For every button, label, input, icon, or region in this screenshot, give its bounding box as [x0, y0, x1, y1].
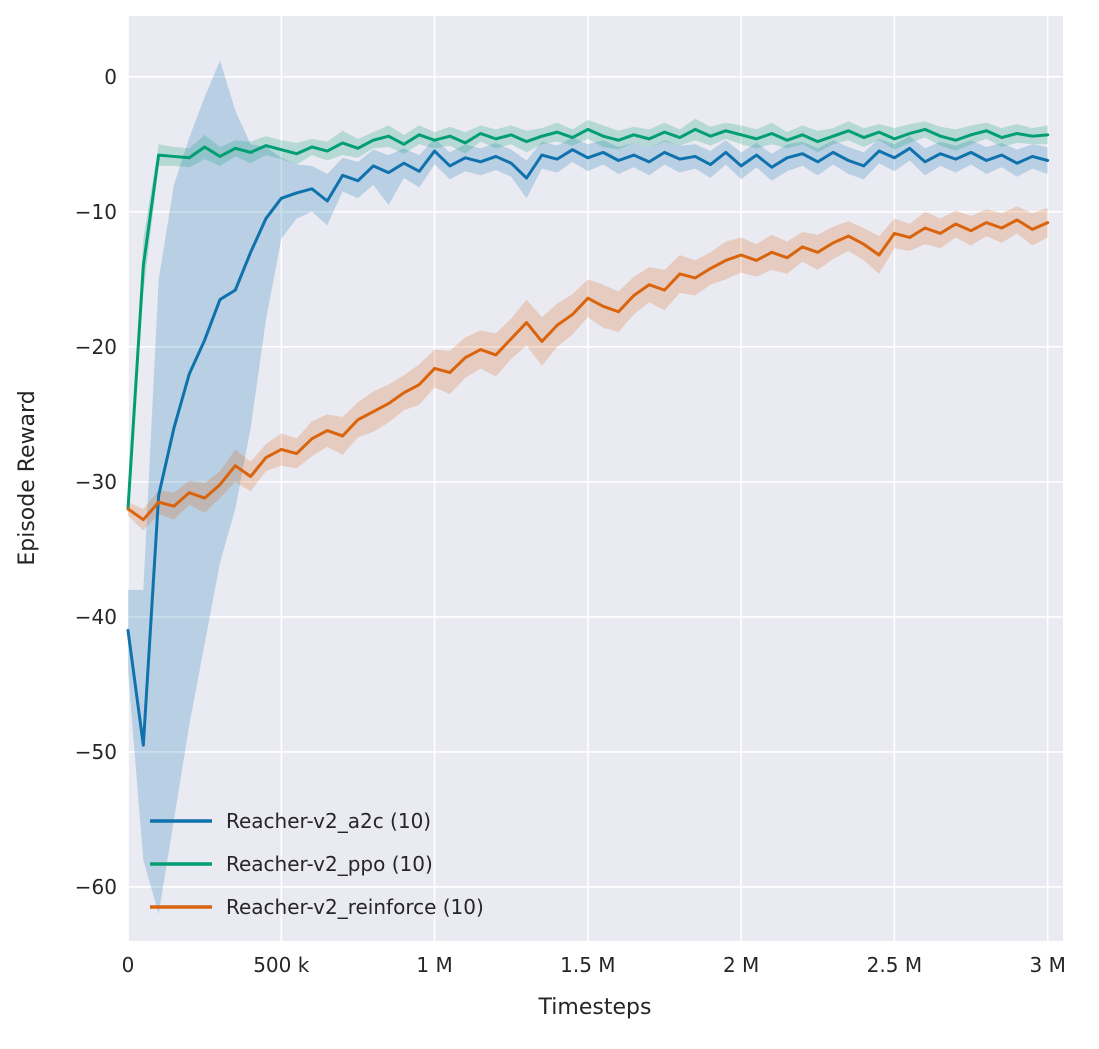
- x-axis-label: Timesteps: [538, 995, 652, 1020]
- y-tick-label: −40: [75, 605, 117, 629]
- series-line: [126, 127, 1050, 511]
- y-tick-label: −50: [75, 740, 117, 764]
- x-tick-label: 3 M: [1030, 953, 1066, 977]
- legend-label: Reacher-v2_ppo (10): [226, 852, 433, 876]
- x-tick-label: 1.5 M: [560, 953, 615, 977]
- y-tick-labels: 0 −10 −20 −30 −40 −50 −60: [75, 65, 117, 899]
- x-tick-labels: 0 500 k 1 M 1.5 M 2 M 2.5 M 3 M: [122, 953, 1066, 977]
- series-line: [126, 146, 1050, 747]
- confidence-band: [128, 118, 1048, 516]
- plot-area: [128, 16, 1063, 941]
- y-tick-label: −60: [75, 875, 117, 899]
- x-tick-label: 500 k: [253, 953, 310, 977]
- y-tick-label: −30: [75, 470, 117, 494]
- legend-entry: Reacher-v2_ppo (10): [150, 852, 433, 876]
- series-bands: [128, 60, 1048, 914]
- y-tick-label: −10: [75, 200, 117, 224]
- legend-entry: Reacher-v2_reinforce (10): [150, 895, 484, 919]
- series-line: [126, 218, 1050, 522]
- y-axis-label: Episode Reward: [15, 390, 40, 565]
- legend-label: Reacher-v2_reinforce (10): [226, 895, 484, 919]
- x-tick-label: 1 M: [416, 953, 452, 977]
- grid-lines: [127, 16, 1063, 941]
- legend: Reacher-v2_a2c (10) Reacher-v2_ppo (10) Re…: [150, 809, 484, 919]
- confidence-band: [128, 60, 1048, 914]
- legend-label: Reacher-v2_a2c (10): [226, 809, 431, 833]
- y-tick-label: 0: [104, 65, 117, 89]
- x-tick-label: 2 M: [723, 953, 759, 977]
- x-tick-label: 2.5 M: [867, 953, 922, 977]
- series-lines: [126, 127, 1050, 747]
- y-tick-label: −20: [75, 335, 117, 359]
- x-tick-label: 0: [122, 953, 135, 977]
- legend-entry: Reacher-v2_a2c (10): [150, 809, 431, 833]
